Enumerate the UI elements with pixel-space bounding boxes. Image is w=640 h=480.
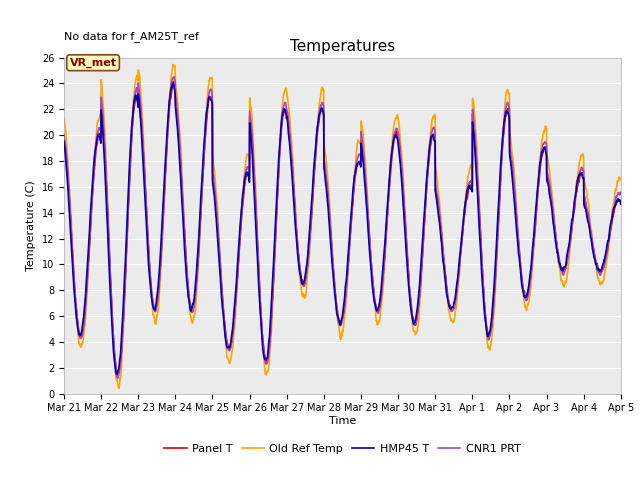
Old Ref Temp bbox=[617, 177, 625, 182]
HMP45 T bbox=[505, 113, 513, 119]
Panel T bbox=[113, 373, 121, 379]
Title: Temperatures: Temperatures bbox=[290, 39, 395, 54]
HMP45 T bbox=[584, 217, 591, 223]
Old Ref Temp bbox=[169, 61, 177, 67]
Line: Panel T: Panel T bbox=[64, 82, 621, 376]
Old Ref Temp bbox=[568, 226, 576, 231]
CNR1 PRT bbox=[371, 301, 379, 307]
Text: VR_met: VR_met bbox=[70, 58, 116, 68]
Old Ref Temp bbox=[359, 129, 367, 134]
Panel T bbox=[170, 79, 177, 84]
Panel T bbox=[60, 137, 68, 143]
HMP45 T bbox=[113, 372, 120, 377]
Old Ref Temp bbox=[216, 245, 223, 251]
CNR1 PRT bbox=[359, 144, 367, 150]
CNR1 PRT bbox=[505, 102, 513, 108]
Old Ref Temp bbox=[505, 91, 513, 96]
Panel T bbox=[505, 108, 513, 114]
HMP45 T bbox=[216, 267, 223, 273]
Legend: Panel T, Old Ref Temp, HMP45 T, CNR1 PRT: Panel T, Old Ref Temp, HMP45 T, CNR1 PRT bbox=[160, 440, 525, 458]
Old Ref Temp bbox=[584, 196, 591, 202]
Panel T bbox=[617, 200, 625, 205]
CNR1 PRT bbox=[617, 190, 625, 195]
CNR1 PRT bbox=[584, 210, 591, 216]
CNR1 PRT bbox=[216, 253, 223, 259]
Panel T bbox=[216, 255, 223, 261]
CNR1 PRT bbox=[60, 132, 68, 137]
Old Ref Temp bbox=[115, 385, 123, 391]
Old Ref Temp bbox=[371, 305, 379, 311]
CNR1 PRT bbox=[568, 220, 576, 226]
Line: HMP45 T: HMP45 T bbox=[64, 83, 621, 374]
HMP45 T bbox=[371, 301, 379, 307]
HMP45 T bbox=[568, 216, 576, 222]
X-axis label: Time: Time bbox=[329, 416, 356, 426]
Line: CNR1 PRT: CNR1 PRT bbox=[64, 77, 621, 378]
CNR1 PRT bbox=[114, 375, 122, 381]
Panel T bbox=[371, 299, 379, 305]
Panel T bbox=[359, 150, 367, 156]
Y-axis label: Temperature (C): Temperature (C) bbox=[26, 180, 36, 271]
Text: No data for f_AM25T_ref: No data for f_AM25T_ref bbox=[64, 31, 199, 42]
HMP45 T bbox=[169, 80, 177, 86]
CNR1 PRT bbox=[170, 74, 178, 80]
HMP45 T bbox=[359, 157, 367, 163]
Panel T bbox=[584, 213, 591, 219]
HMP45 T bbox=[617, 201, 625, 207]
Panel T bbox=[568, 222, 576, 228]
Old Ref Temp bbox=[60, 116, 68, 121]
HMP45 T bbox=[60, 138, 68, 144]
Line: Old Ref Temp: Old Ref Temp bbox=[64, 64, 621, 388]
